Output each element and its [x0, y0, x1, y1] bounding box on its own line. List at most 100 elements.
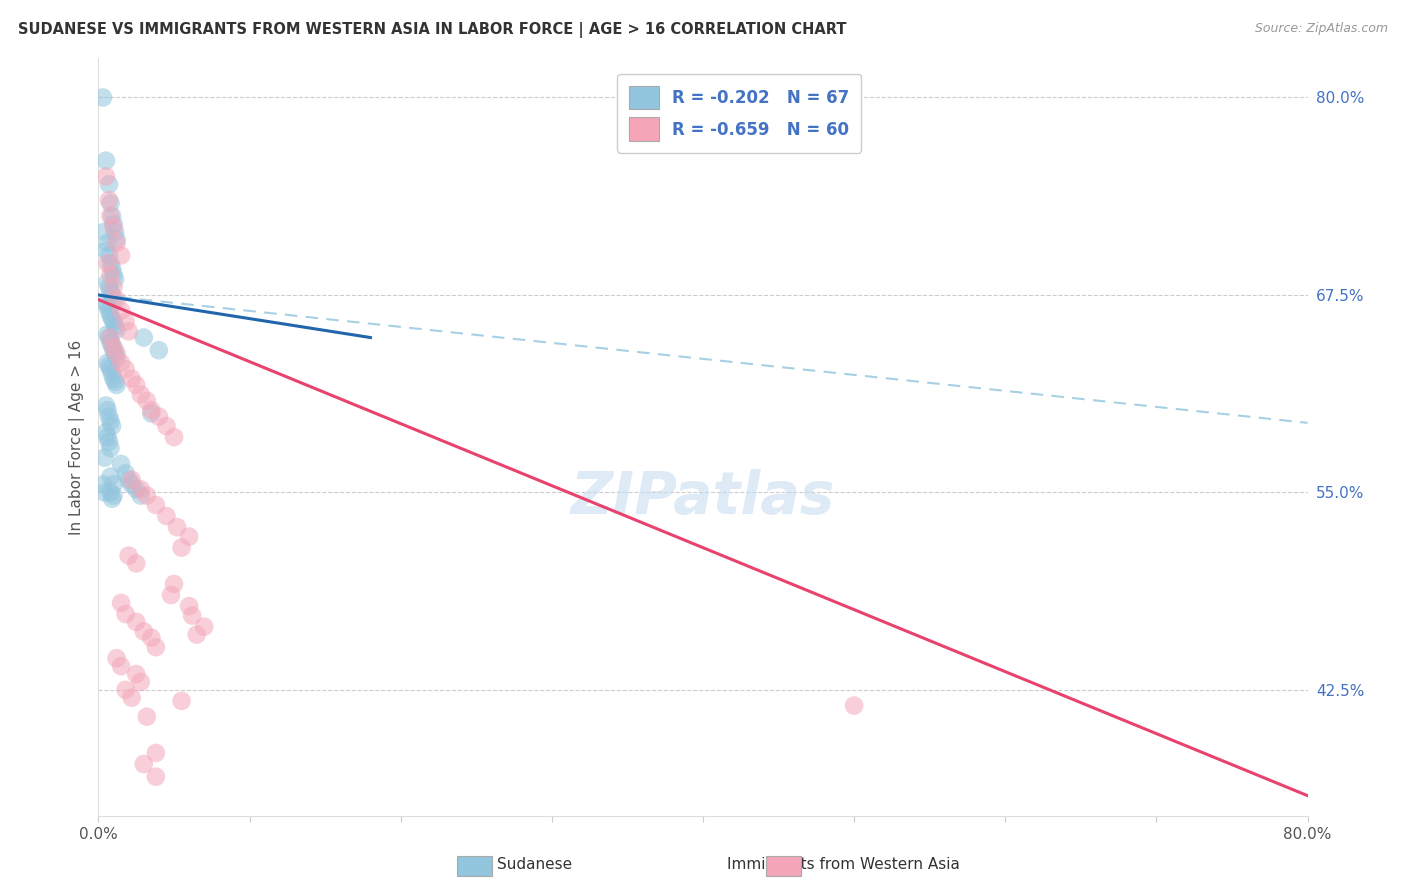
Point: [118, 473, 141, 487]
Point: [132, 330, 155, 344]
Point: [145, 498, 167, 512]
Point: [103, 280, 125, 294]
Point: [125, 482, 148, 496]
Point: [103, 343, 125, 358]
Point: [129, 482, 152, 496]
Point: [98, 280, 121, 294]
Point: [103, 268, 125, 282]
Point: [98, 178, 121, 192]
Point: [135, 489, 157, 503]
Point: [145, 746, 167, 760]
Point: [179, 530, 201, 544]
Point: [114, 467, 136, 481]
Point: [186, 627, 208, 641]
Point: [141, 406, 163, 420]
Point: [105, 235, 128, 250]
Point: [129, 674, 152, 689]
Point: [103, 315, 125, 329]
Point: [114, 315, 136, 329]
Point: [129, 489, 152, 503]
Point: [104, 272, 127, 286]
Point: [93, 485, 115, 500]
Point: [135, 393, 157, 408]
Point: [103, 371, 125, 385]
Point: [110, 596, 132, 610]
Point: [163, 577, 186, 591]
Point: [148, 409, 170, 424]
Point: [132, 757, 155, 772]
Point: [125, 557, 148, 571]
Point: [98, 409, 121, 424]
Point: [101, 288, 124, 302]
Point: [135, 709, 157, 723]
Point: [104, 346, 127, 360]
Point: [98, 434, 121, 449]
Point: [96, 256, 118, 270]
Point: [101, 209, 124, 223]
Point: [132, 624, 155, 639]
Point: [103, 217, 125, 231]
Point: [141, 631, 163, 645]
Point: [91, 90, 114, 104]
Point: [104, 225, 127, 239]
Point: [104, 319, 127, 334]
Point: [105, 293, 128, 307]
Point: [91, 477, 114, 491]
Point: [96, 299, 118, 313]
Point: [105, 351, 128, 365]
Point: [145, 640, 167, 655]
Point: [100, 485, 122, 500]
Point: [110, 248, 132, 262]
Point: [129, 387, 152, 401]
Point: [179, 599, 201, 613]
Point: [96, 430, 118, 444]
Text: ZIPatlas: ZIPatlas: [571, 469, 835, 526]
Point: [145, 770, 167, 784]
Text: Sudanese: Sudanese: [496, 857, 572, 872]
Point: [101, 419, 124, 434]
Point: [114, 682, 136, 697]
Text: Immigrants from Western Asia: Immigrants from Western Asia: [727, 857, 960, 872]
Point: [121, 371, 143, 385]
Point: [93, 450, 115, 465]
Point: [100, 362, 122, 376]
Point: [94, 425, 117, 440]
Point: [121, 690, 143, 705]
Point: [100, 441, 122, 455]
Point: [100, 330, 122, 344]
Point: [110, 303, 132, 318]
Point: [103, 489, 125, 503]
Point: [101, 311, 124, 326]
Point: [94, 399, 117, 413]
Point: [114, 362, 136, 376]
Point: [96, 327, 118, 342]
Point: [98, 303, 121, 318]
Point: [100, 469, 122, 483]
Point: [96, 275, 118, 289]
Point: [160, 588, 183, 602]
Point: [141, 403, 163, 417]
Text: Source: ZipAtlas.com: Source: ZipAtlas.com: [1254, 22, 1388, 36]
Point: [163, 430, 186, 444]
Point: [98, 248, 121, 262]
Point: [98, 330, 121, 344]
Point: [96, 235, 118, 250]
Point: [101, 367, 124, 381]
Point: [100, 256, 122, 270]
Point: [105, 651, 128, 665]
Point: [170, 694, 193, 708]
Point: [94, 244, 117, 258]
Point: [110, 356, 132, 370]
Point: [104, 375, 127, 389]
Point: [155, 419, 177, 434]
Point: [103, 219, 125, 234]
Point: [100, 335, 122, 350]
Point: [181, 608, 204, 623]
Point: [94, 153, 117, 168]
Point: [100, 309, 122, 323]
Y-axis label: In Labor Force | Age > 16: In Labor Force | Age > 16: [69, 340, 84, 534]
Point: [100, 414, 122, 428]
Point: [118, 324, 141, 338]
Legend: R = -0.202   N = 67, R = -0.659   N = 60: R = -0.202 N = 67, R = -0.659 N = 60: [617, 74, 862, 153]
Point: [125, 667, 148, 681]
